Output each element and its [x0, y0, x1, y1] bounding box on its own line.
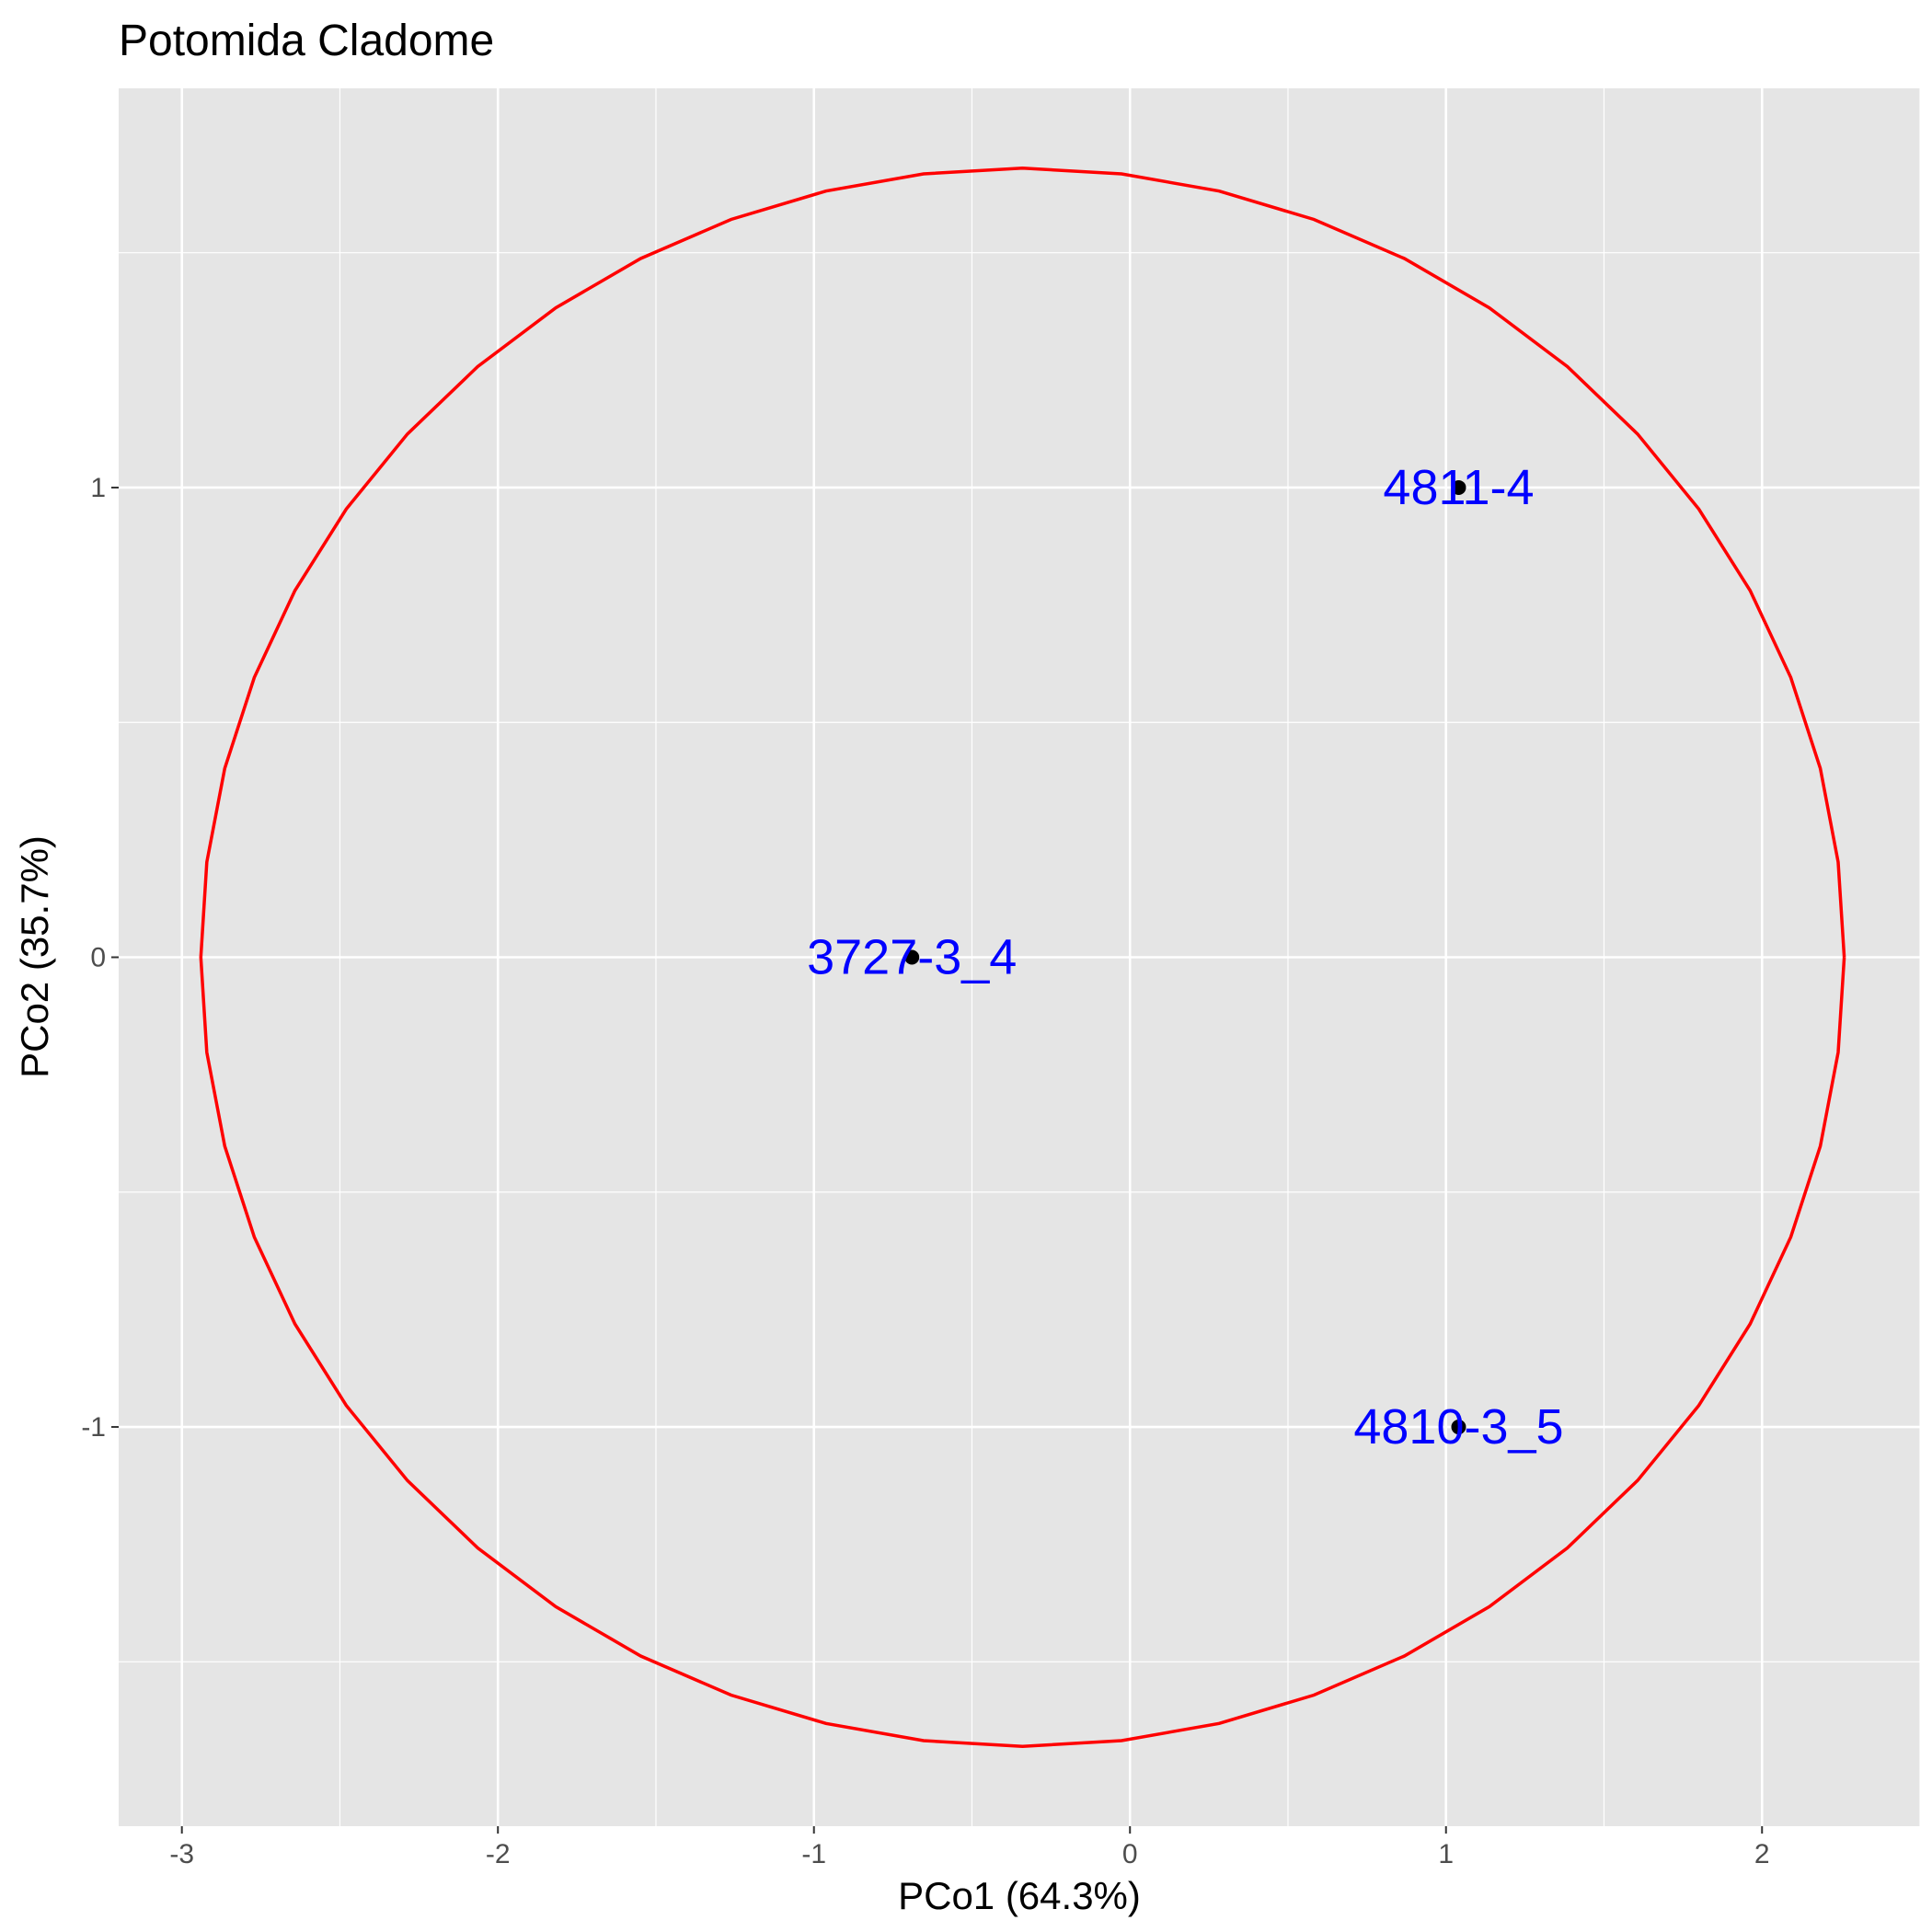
point-label: 4810-3_5 — [1353, 1399, 1563, 1455]
x-tick-label: 2 — [1754, 1839, 1770, 1869]
x-tick-label: 1 — [1438, 1839, 1454, 1869]
x-tick-label: -1 — [801, 1839, 826, 1869]
data-point — [1451, 479, 1466, 495]
y-axis-ticks: -1 0 1 — [81, 473, 119, 1443]
confidence-ellipse — [199, 167, 1846, 1748]
point-label: 4811-4 — [1383, 460, 1534, 515]
y-tick-label: 0 — [90, 943, 106, 973]
chart-title: Potomida Cladome — [119, 17, 494, 65]
x-tick-label: -2 — [486, 1839, 511, 1869]
data-point — [1451, 1420, 1466, 1435]
major-gridlines — [119, 88, 1920, 1826]
y-tick-label: 1 — [90, 473, 106, 503]
y-tick-label: -1 — [81, 1412, 106, 1443]
data-point — [904, 949, 920, 965]
point-label: 3727-3_4 — [807, 930, 1017, 985]
x-axis-ticks: -3 -2 -1 0 1 2 — [169, 1826, 1770, 1869]
x-tick-label: -3 — [169, 1839, 194, 1869]
x-tick-label: 0 — [1122, 1839, 1138, 1869]
y-axis-title: PCo2 (35.7%) — [13, 835, 56, 1078]
data-points: 4811-4 3727-3_4 4810-3_5 — [807, 460, 1563, 1455]
x-axis-title: PCo1 (64.3%) — [898, 1874, 1141, 1917]
